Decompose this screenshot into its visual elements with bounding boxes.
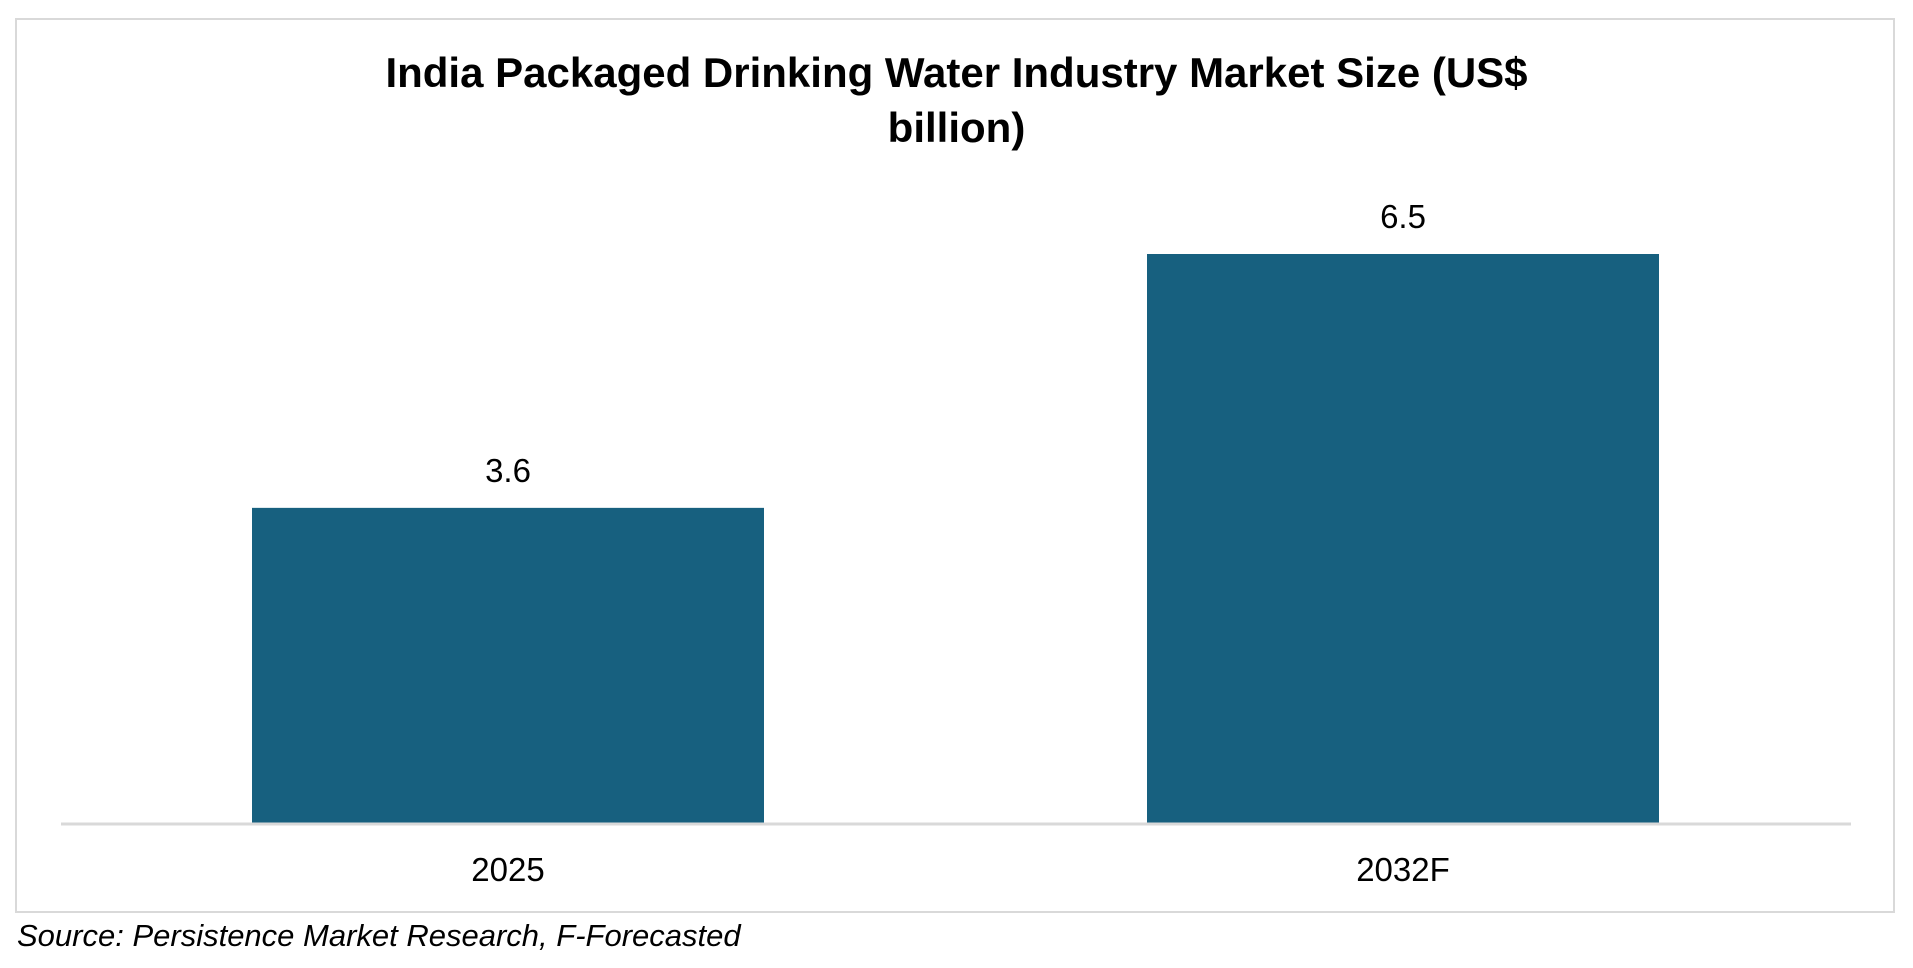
chart-frame — [15, 18, 1895, 913]
chart-title-line1: India Packaged Drinking Water Industry M… — [385, 49, 1528, 96]
data-label: 3.6 — [485, 452, 531, 489]
x-tick-label: 2025 — [471, 851, 544, 888]
chart-title: India Packaged Drinking Water Industry M… — [0, 45, 1913, 155]
bar-2032F — [1147, 254, 1659, 823]
chart-title-line2: billion) — [887, 104, 1026, 151]
bar-2025 — [252, 507, 764, 823]
data-label: 6.5 — [1380, 198, 1426, 235]
source-note: Source: Persistence Market Research, F-F… — [17, 918, 741, 953]
x-tick-label: 2032F — [1356, 851, 1450, 888]
